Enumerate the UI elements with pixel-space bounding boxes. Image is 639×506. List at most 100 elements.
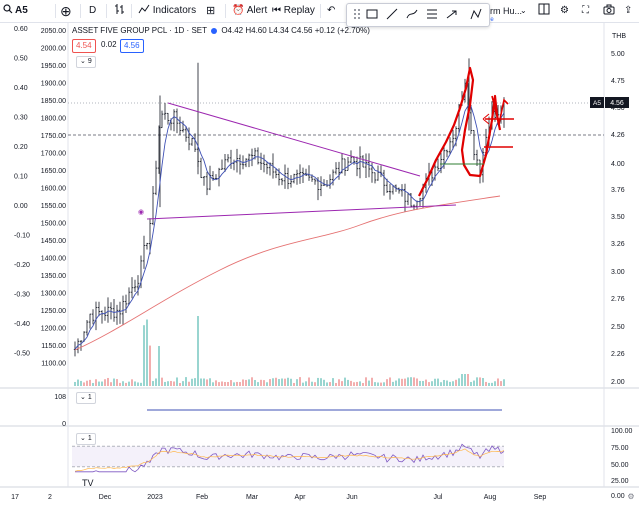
left-axis-tick: -0.30: [14, 292, 30, 299]
price-axis-tick: 2.26: [611, 351, 625, 358]
volume-bar: [275, 377, 277, 386]
publish-icon[interactable]: ⇪: [624, 5, 633, 16]
interval-button[interactable]: D: [89, 5, 97, 16]
volume-bar: [260, 379, 262, 386]
index-axis-tick: 1550.00: [41, 203, 66, 210]
index-axis-tick: 2000.00: [41, 46, 66, 53]
volume-bar: [437, 378, 439, 386]
lower-trend-line[interactable]: [146, 204, 457, 220]
index-axis-tick: 1350.00: [41, 273, 66, 280]
fullscreen-icon[interactable]: ⛶: [582, 5, 589, 16]
price-axis-tick: 2.00: [611, 379, 625, 386]
volume-bar: [266, 382, 268, 386]
pane3-badge[interactable]: ⌄ 1: [76, 433, 96, 445]
volume-bar: [227, 381, 229, 386]
volume-bar: [431, 381, 433, 386]
volume-bar: [491, 382, 493, 386]
path-icon[interactable]: [469, 7, 483, 21]
settings-gear-icon[interactable]: ⚙: [560, 5, 569, 16]
volume-bar: [368, 380, 370, 386]
index-axis-tick: 1750.00: [41, 133, 66, 140]
buy-price-box[interactable]: 4.56: [120, 39, 144, 53]
volume-bar: [392, 381, 394, 386]
last-price-tag-label: 4.56: [610, 100, 624, 107]
volume-bar: [338, 379, 340, 386]
collapse-indicators-button[interactable]: ⌄ 9: [76, 56, 96, 68]
volume-bar: [407, 377, 409, 386]
fib-icon[interactable]: [425, 7, 439, 21]
price-axis-tick: 5.00: [611, 51, 625, 58]
replay-button[interactable]: ⏮ Replay: [272, 0, 315, 22]
arrow-drawing[interactable]: [482, 113, 490, 125]
layout-name[interactable]: erm Hu...: [485, 6, 523, 16]
rectangle-icon[interactable]: [365, 7, 379, 21]
rsi-axis-tick: 100.00: [611, 428, 633, 435]
rsi-axis-tick: 50.00: [611, 462, 629, 469]
volume-bar: [473, 380, 475, 386]
volume-bar: [302, 382, 304, 386]
price-axis-tick: 4.75: [611, 78, 625, 85]
time-axis-tick: Feb: [196, 494, 208, 501]
indicators-button[interactable]: Indicators: [138, 0, 196, 22]
volume-bar: [446, 380, 448, 386]
volume-bar: [305, 381, 307, 386]
undo-icon[interactable]: ↶: [327, 5, 336, 16]
volume-bar: [440, 382, 442, 386]
templates-icon[interactable]: ⊞: [206, 5, 216, 17]
search-icon[interactable]: [3, 0, 13, 22]
sell-price-box[interactable]: 4.54: [72, 39, 96, 53]
price-axis-tick: 4.26: [611, 132, 625, 139]
left-axis-tick: 0.00: [14, 203, 28, 210]
layout-icon[interactable]: [538, 0, 550, 22]
volume-bar: [104, 379, 106, 386]
volume-bar: [467, 374, 469, 386]
volume-bar: [452, 381, 454, 386]
volume-bar: [263, 380, 265, 386]
volume-bar: [482, 378, 484, 386]
index-axis-tick: 1200.00: [41, 326, 66, 333]
volume-bar: [296, 379, 298, 386]
volume-bar: [152, 381, 154, 386]
volume-bar: [155, 378, 157, 386]
drag-handle-icon[interactable]: [350, 7, 364, 21]
left-axis-tick: -0.50: [14, 351, 30, 358]
volume-bar: [461, 374, 463, 386]
volume-bar: [386, 379, 388, 386]
chevron-down-icon: ⌄: [80, 435, 88, 442]
volume-bar: [287, 377, 289, 386]
volume-bar: [107, 377, 109, 386]
volume-bar: [398, 378, 400, 386]
brush-icon[interactable]: [405, 7, 419, 21]
volume-bar: [200, 378, 202, 386]
volume-bar: [101, 381, 103, 386]
index-axis-tick: 1100.00: [41, 361, 66, 368]
bar-type-icon[interactable]: [114, 0, 126, 22]
add-symbol-icon[interactable]: ⊕: [60, 3, 72, 19]
index-axis-tick: 1850.00: [41, 98, 66, 105]
price-chart[interactable]: 0.60 0.50 0.40 0.30 0.20 0.10 0.00 -0.10 -0.20 -0…: [0, 22, 639, 506]
price-axis-tick: 4.00: [611, 161, 625, 168]
arrow-icon[interactable]: [445, 7, 459, 21]
alert-button[interactable]: ⏰ Alert: [232, 0, 267, 22]
brush-drawing[interactable]: [418, 66, 502, 197]
chevron-down-icon[interactable]: ⌄: [520, 6, 527, 15]
pane3-count: 1: [87, 435, 92, 442]
price-axis-tick: 4.50: [611, 105, 625, 112]
volume-bar: [188, 381, 190, 386]
rsi-axis-tick: 75.00: [611, 445, 629, 452]
volume-bar: [476, 377, 478, 386]
indicators-icon: [138, 4, 150, 14]
brush-drawing-right[interactable]: [484, 95, 514, 148]
volume-bar: [209, 378, 211, 386]
volume-bar: [98, 381, 100, 386]
volume-bar: [281, 378, 283, 386]
camera-icon[interactable]: [603, 0, 615, 22]
volume-bar: [434, 378, 436, 386]
volume-bar: [203, 378, 205, 386]
trend-line-icon[interactable]: [385, 7, 399, 21]
upper-trend-line[interactable]: [167, 102, 421, 177]
pane2-badge[interactable]: ⌄ 1: [76, 392, 96, 404]
symbol-button[interactable]: A5: [15, 5, 28, 16]
index-axis-tick: 1950.00: [41, 63, 66, 70]
volume-bar: [149, 345, 151, 386]
